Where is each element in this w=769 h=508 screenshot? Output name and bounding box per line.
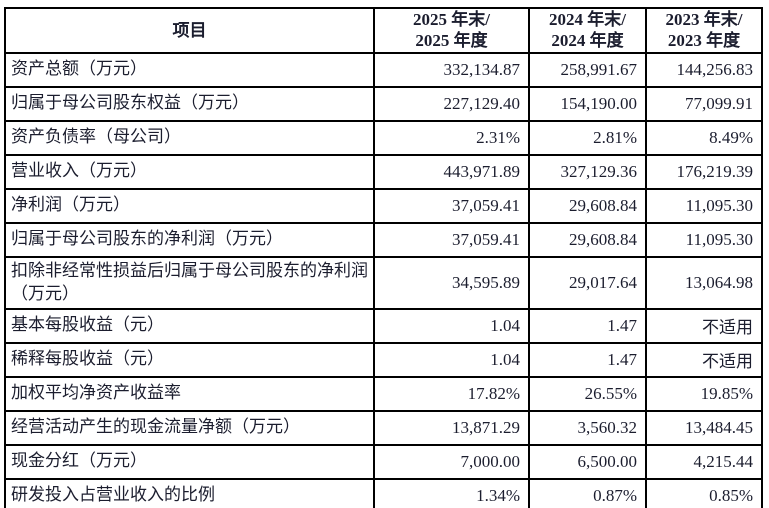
table-row-basic-eps: 基本每股收益（元） 1.04 1.47 不适用 <box>4 307 763 344</box>
value-2023: 不适用 <box>645 307 763 344</box>
value-2023: 13,484.45 <box>645 409 763 446</box>
row-label: 归属于母公司股东的净利润（万元） <box>4 221 375 258</box>
row-label: 营业收入（万元） <box>4 153 375 190</box>
column-header-2023: 2023 年末/ 2023 年度 <box>645 7 763 54</box>
row-label: 稀释每股收益（元） <box>4 341 375 378</box>
value-2025: 17.82% <box>373 375 530 412</box>
value-2024: 1.47 <box>528 307 647 344</box>
row-label: 资产总额（万元） <box>4 51 375 88</box>
table-row-diluted-eps: 稀释每股收益（元） 1.04 1.47 不适用 <box>4 341 763 378</box>
value-2025: 443,971.89 <box>373 153 530 190</box>
row-label: 资产负债率（母公司） <box>4 119 375 156</box>
value-2023: 11,095.30 <box>645 221 763 258</box>
column-header-2024: 2024 年末/ 2024 年度 <box>528 7 647 54</box>
table-row-debt-ratio: 资产负债率（母公司） 2.31% 2.81% 8.49% <box>4 119 763 156</box>
row-label: 基本每股收益（元） <box>4 307 375 344</box>
value-2024: 0.87% <box>528 477 647 508</box>
table-row-net-profit: 净利润（万元） 37,059.41 29,608.84 11,095.30 <box>4 187 763 224</box>
column-header-2023-line2: 2023 年度 <box>667 31 741 51</box>
value-2023: 0.85% <box>645 477 763 508</box>
value-2024: 26.55% <box>528 375 647 412</box>
row-label: 研发投入占营业收入的比例 <box>4 477 375 508</box>
row-label: 现金分红（万元） <box>4 443 375 480</box>
value-2023: 19.85% <box>645 375 763 412</box>
value-2023: 8.49% <box>645 119 763 156</box>
value-2023: 不适用 <box>645 341 763 378</box>
column-header-item: 项目 <box>4 7 375 54</box>
value-2025: 332,134.87 <box>373 51 530 88</box>
value-2023: 176,219.39 <box>645 153 763 190</box>
value-2024: 2.81% <box>528 119 647 156</box>
column-header-2025-line1: 2025 年末/ <box>413 10 490 29</box>
header-row: 项目 2025 年末/ 2025 年度 2024 年末/ 2024 年度 202… <box>4 7 763 54</box>
value-2024: 327,129.36 <box>528 153 647 190</box>
row-label: 经营活动产生的现金流量净额（万元） <box>4 409 375 446</box>
value-2024: 154,190.00 <box>528 85 647 122</box>
financial-summary-table: 项目 2025 年末/ 2025 年度 2024 年末/ 2024 年度 202… <box>4 7 763 508</box>
table-row-parent-equity: 归属于母公司股东权益（万元） 227,129.40 154,190.00 77,… <box>4 85 763 122</box>
value-2025: 37,059.41 <box>373 221 530 258</box>
value-2025: 227,129.40 <box>373 85 530 122</box>
value-2023: 144,256.83 <box>645 51 763 88</box>
value-2024: 3,560.32 <box>528 409 647 446</box>
column-header-2024-line1: 2024 年末/ <box>549 10 626 29</box>
column-header-2023-line1: 2023 年末/ <box>665 10 743 29</box>
value-2025: 13,871.29 <box>373 409 530 446</box>
value-2025: 7,000.00 <box>373 443 530 480</box>
value-2025: 34,595.89 <box>373 255 530 310</box>
value-2025: 1.34% <box>373 477 530 508</box>
value-2023: 77,099.91 <box>645 85 763 122</box>
row-label: 净利润（万元） <box>4 187 375 224</box>
value-2025: 1.04 <box>373 307 530 344</box>
table-row-total-assets: 资产总额（万元） 332,134.87 258,991.67 144,256.8… <box>4 51 763 88</box>
value-2024: 6,500.00 <box>528 443 647 480</box>
column-header-2024-line2: 2024 年度 <box>551 31 624 51</box>
value-2023: 13,064.98 <box>645 255 763 310</box>
value-2025: 37,059.41 <box>373 187 530 224</box>
row-label: 加权平均净资产收益率 <box>4 375 375 412</box>
table-row-cash-dividend: 现金分红（万元） 7,000.00 6,500.00 4,215.44 <box>4 443 763 480</box>
table-row-weighted-roe: 加权平均净资产收益率 17.82% 26.55% 19.85% <box>4 375 763 412</box>
value-2024: 29,608.84 <box>528 221 647 258</box>
value-2023: 4,215.44 <box>645 443 763 480</box>
table-row-deducted-net-profit: 扣除非经常性损益后归属于母公司股东的净利润（万元） 34,595.89 29,0… <box>4 255 763 310</box>
column-header-2025: 2025 年末/ 2025 年度 <box>373 7 530 54</box>
value-2025: 1.04 <box>373 341 530 378</box>
value-2025: 2.31% <box>373 119 530 156</box>
value-2024: 29,017.64 <box>528 255 647 310</box>
value-2023: 11,095.30 <box>645 187 763 224</box>
table-row-revenue: 营业收入（万元） 443,971.89 327,129.36 176,219.3… <box>4 153 763 190</box>
table-row-operating-cash-flow: 经营活动产生的现金流量净额（万元） 13,871.29 3,560.32 13,… <box>4 409 763 446</box>
table-row-parent-net-profit: 归属于母公司股东的净利润（万元） 37,059.41 29,608.84 11,… <box>4 221 763 258</box>
value-2024: 29,608.84 <box>528 187 647 224</box>
value-2024: 1.47 <box>528 341 647 378</box>
table-row-rd-ratio: 研发投入占营业收入的比例 1.34% 0.87% 0.85% <box>4 477 763 508</box>
row-label: 扣除非经常性损益后归属于母公司股东的净利润（万元） <box>4 255 375 310</box>
row-label: 归属于母公司股东权益（万元） <box>4 85 375 122</box>
column-header-2025-line2: 2025 年度 <box>415 31 488 51</box>
value-2024: 258,991.67 <box>528 51 647 88</box>
